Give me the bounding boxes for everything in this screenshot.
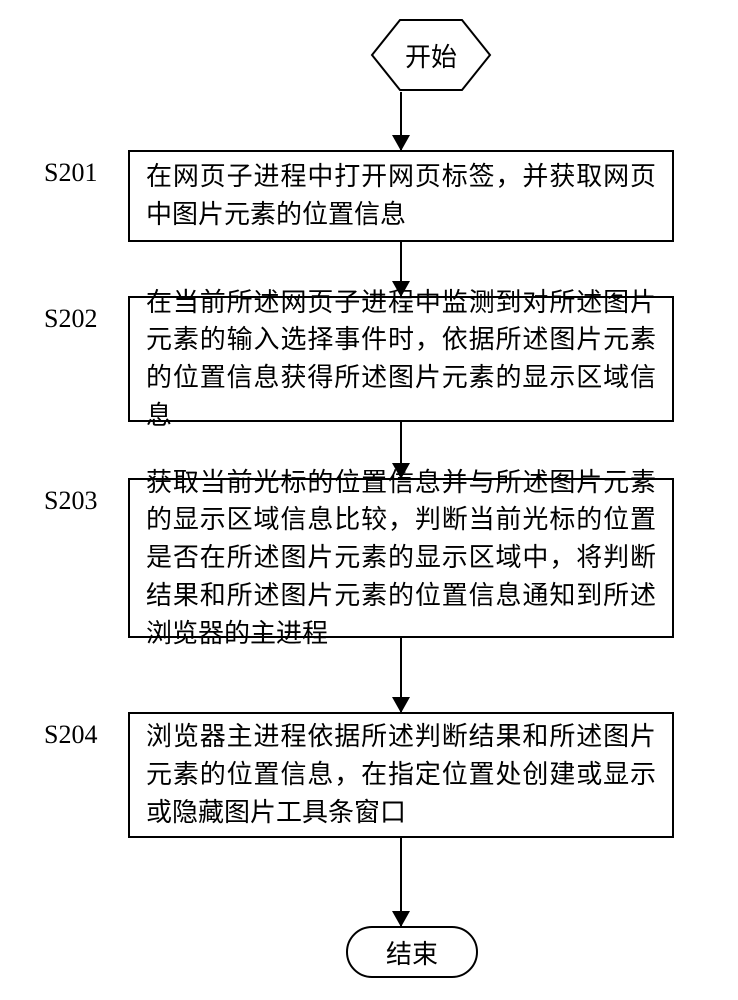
start-terminator: 开始	[370, 18, 492, 92]
process-s202: 在当前所述网页子进程中监测到对所述图片元素的输入选择事件时，依据所述图片元素的位…	[128, 296, 674, 422]
flowchart-canvas: 开始 S201 在网页子进程中打开网页标签，并获取网页中图片元素的位置信息 S2…	[0, 0, 738, 1000]
step-label-s203: S203	[44, 486, 97, 516]
step-label-s202: S202	[44, 304, 97, 334]
start-label: 开始	[405, 37, 457, 74]
process-s203: 获取当前光标的位置信息并与所述图片元素的显示区域信息比较，判断当前光标的位置是否…	[128, 478, 674, 638]
arrow	[400, 838, 402, 926]
step-label-s201: S201	[44, 158, 97, 188]
process-s204: 浏览器主进程依据所述判断结果和所述图片元素的位置信息，在指定位置处创建或显示或隐…	[128, 712, 674, 838]
step-label-s204: S204	[44, 720, 97, 750]
end-label: 结束	[386, 934, 438, 971]
process-text: 获取当前光标的位置信息并与所述图片元素的显示区域信息比较，判断当前光标的位置是否…	[146, 464, 656, 652]
process-text: 在当前所述网页子进程中监测到对所述图片元素的输入选择事件时，依据所述图片元素的位…	[146, 284, 656, 435]
process-text: 浏览器主进程依据所述判断结果和所述图片元素的位置信息，在指定位置处创建或显示或隐…	[146, 718, 656, 831]
end-terminator: 结束	[346, 926, 478, 978]
arrow	[400, 92, 402, 150]
process-s201: 在网页子进程中打开网页标签，并获取网页中图片元素的位置信息	[128, 150, 674, 242]
process-text: 在网页子进程中打开网页标签，并获取网页中图片元素的位置信息	[146, 158, 656, 233]
